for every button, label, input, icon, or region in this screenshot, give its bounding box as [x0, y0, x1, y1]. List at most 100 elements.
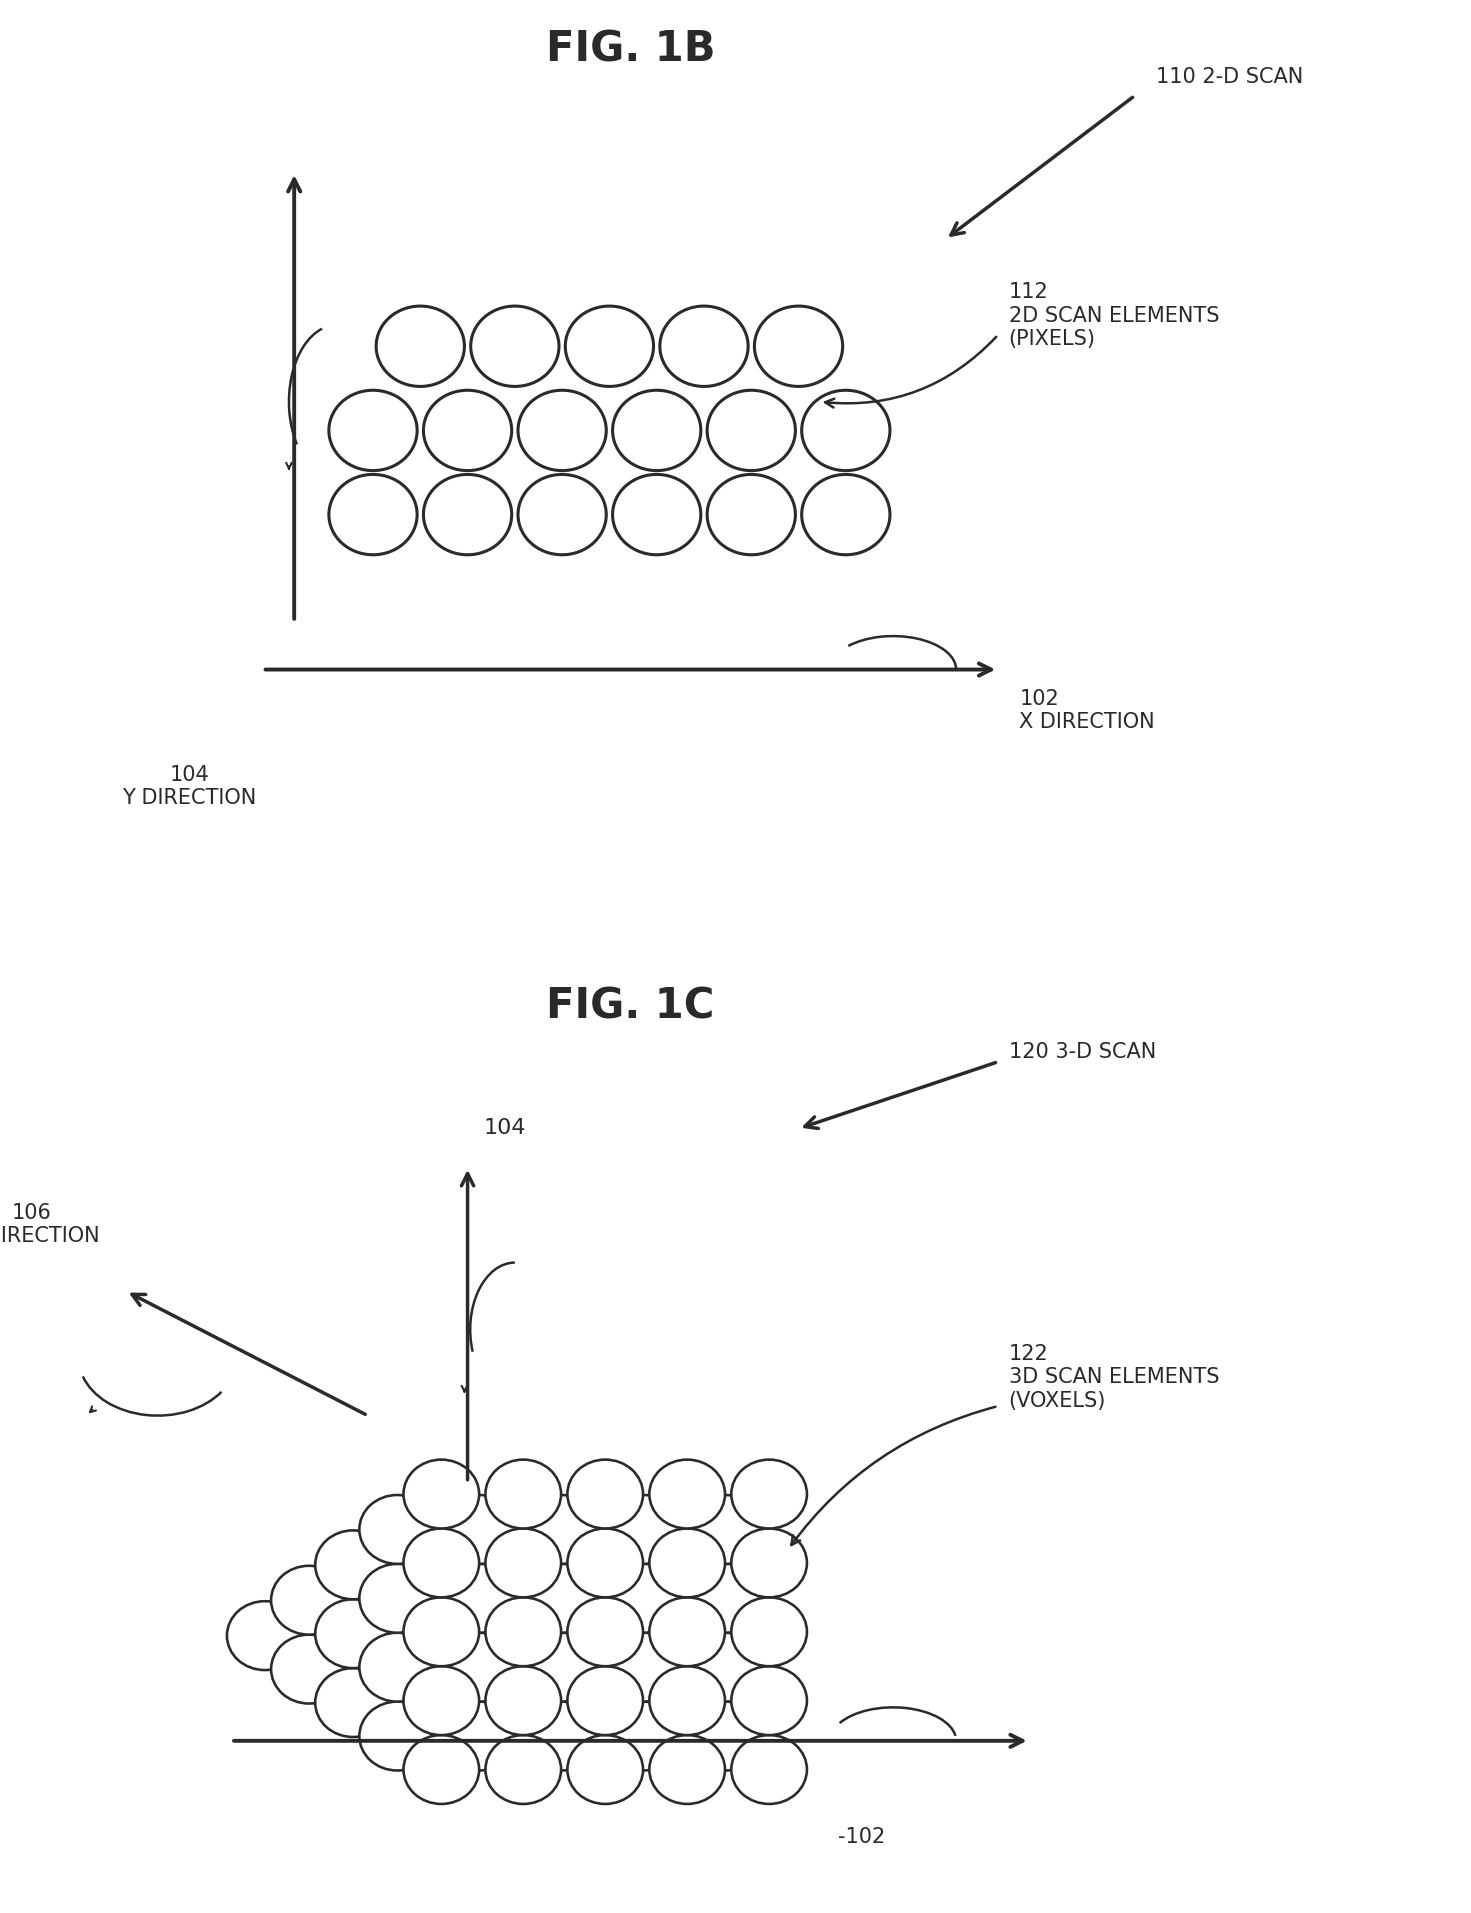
Ellipse shape [315, 1668, 391, 1737]
Ellipse shape [480, 1530, 555, 1599]
Ellipse shape [403, 1528, 480, 1597]
Ellipse shape [524, 1634, 599, 1703]
Ellipse shape [687, 1703, 763, 1771]
Ellipse shape [605, 1496, 681, 1565]
Ellipse shape [516, 1565, 593, 1634]
Ellipse shape [643, 1668, 719, 1737]
Ellipse shape [565, 306, 653, 386]
Ellipse shape [649, 1460, 725, 1528]
Ellipse shape [353, 1565, 428, 1634]
Ellipse shape [568, 1735, 643, 1804]
Text: -102: -102 [838, 1827, 886, 1846]
Text: 122
3D SCAN ELEMENTS
(VOXELS): 122 3D SCAN ELEMENTS (VOXELS) [1009, 1345, 1219, 1410]
Text: FIG. 1B: FIG. 1B [546, 29, 715, 71]
Ellipse shape [731, 1597, 808, 1666]
Ellipse shape [605, 1634, 681, 1703]
Ellipse shape [649, 1597, 725, 1666]
Ellipse shape [271, 1565, 347, 1634]
Ellipse shape [560, 1599, 637, 1668]
Ellipse shape [687, 1496, 763, 1565]
Ellipse shape [802, 474, 890, 555]
Ellipse shape [516, 1634, 593, 1703]
Ellipse shape [687, 1565, 763, 1634]
Ellipse shape [441, 1565, 516, 1634]
Ellipse shape [315, 1599, 391, 1668]
Ellipse shape [687, 1634, 763, 1703]
Ellipse shape [568, 1666, 643, 1735]
Ellipse shape [271, 1634, 347, 1703]
Ellipse shape [755, 306, 843, 386]
Ellipse shape [435, 1634, 510, 1703]
Ellipse shape [485, 1735, 560, 1804]
Ellipse shape [227, 1601, 303, 1670]
Ellipse shape [309, 1601, 384, 1670]
Ellipse shape [568, 1597, 643, 1666]
Ellipse shape [612, 474, 700, 555]
Ellipse shape [441, 1634, 516, 1703]
Ellipse shape [731, 1460, 808, 1528]
Ellipse shape [612, 390, 700, 471]
Ellipse shape [485, 1597, 560, 1666]
Ellipse shape [524, 1565, 599, 1634]
Ellipse shape [403, 1460, 480, 1528]
Ellipse shape [731, 1666, 808, 1735]
Ellipse shape [649, 1735, 725, 1804]
Text: 120 3-D SCAN: 120 3-D SCAN [1009, 1043, 1156, 1062]
Ellipse shape [518, 390, 606, 471]
Ellipse shape [643, 1530, 719, 1599]
Ellipse shape [731, 1528, 808, 1597]
Text: 104: 104 [484, 1119, 525, 1138]
Ellipse shape [330, 390, 418, 471]
Ellipse shape [643, 1599, 719, 1668]
Ellipse shape [377, 306, 465, 386]
Ellipse shape [359, 1565, 435, 1634]
Ellipse shape [524, 1703, 599, 1771]
Ellipse shape [649, 1666, 725, 1735]
Ellipse shape [518, 474, 606, 555]
Ellipse shape [560, 1668, 637, 1737]
Ellipse shape [568, 1528, 643, 1597]
Text: 102
X DIRECTION: 102 X DIRECTION [1019, 689, 1155, 733]
Ellipse shape [403, 1666, 480, 1735]
Text: 110 2-D SCAN: 110 2-D SCAN [1156, 67, 1303, 86]
Ellipse shape [472, 1601, 549, 1670]
Text: 106
Z DIRECTION: 106 Z DIRECTION [0, 1203, 100, 1245]
Ellipse shape [731, 1735, 808, 1804]
Ellipse shape [708, 474, 796, 555]
Ellipse shape [660, 306, 749, 386]
Ellipse shape [568, 1460, 643, 1528]
Ellipse shape [397, 1530, 472, 1599]
Ellipse shape [605, 1565, 681, 1634]
Ellipse shape [485, 1528, 560, 1597]
Text: 104
Y DIRECTION: 104 Y DIRECTION [122, 765, 256, 809]
Ellipse shape [403, 1735, 480, 1804]
Ellipse shape [480, 1599, 555, 1668]
Ellipse shape [480, 1668, 555, 1737]
Ellipse shape [802, 390, 890, 471]
Ellipse shape [649, 1528, 725, 1597]
Ellipse shape [403, 1597, 480, 1666]
Ellipse shape [441, 1496, 516, 1565]
Ellipse shape [397, 1668, 472, 1737]
Ellipse shape [708, 390, 796, 471]
Ellipse shape [359, 1496, 435, 1565]
Ellipse shape [359, 1703, 435, 1771]
Ellipse shape [397, 1599, 472, 1668]
Text: 112
2D SCAN ELEMENTS
(PIXELS): 112 2D SCAN ELEMENTS (PIXELS) [1009, 283, 1219, 348]
Ellipse shape [560, 1530, 637, 1599]
Ellipse shape [315, 1530, 391, 1599]
Ellipse shape [359, 1634, 435, 1703]
Ellipse shape [485, 1460, 560, 1528]
Ellipse shape [435, 1565, 510, 1634]
Ellipse shape [599, 1634, 675, 1703]
Ellipse shape [424, 474, 512, 555]
Ellipse shape [353, 1634, 428, 1703]
Ellipse shape [524, 1496, 599, 1565]
Ellipse shape [330, 474, 418, 555]
Ellipse shape [424, 390, 512, 471]
Text: FIG. 1C: FIG. 1C [546, 985, 715, 1027]
Ellipse shape [441, 1703, 516, 1771]
Ellipse shape [599, 1565, 675, 1634]
Ellipse shape [391, 1601, 466, 1670]
Ellipse shape [485, 1666, 560, 1735]
